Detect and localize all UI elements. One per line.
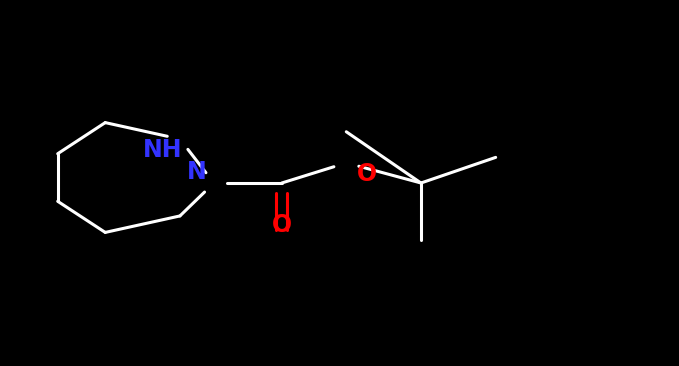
Text: N: N bbox=[187, 160, 207, 184]
Text: O: O bbox=[272, 213, 292, 237]
Text: O: O bbox=[356, 162, 377, 186]
Text: NH: NH bbox=[143, 138, 183, 162]
